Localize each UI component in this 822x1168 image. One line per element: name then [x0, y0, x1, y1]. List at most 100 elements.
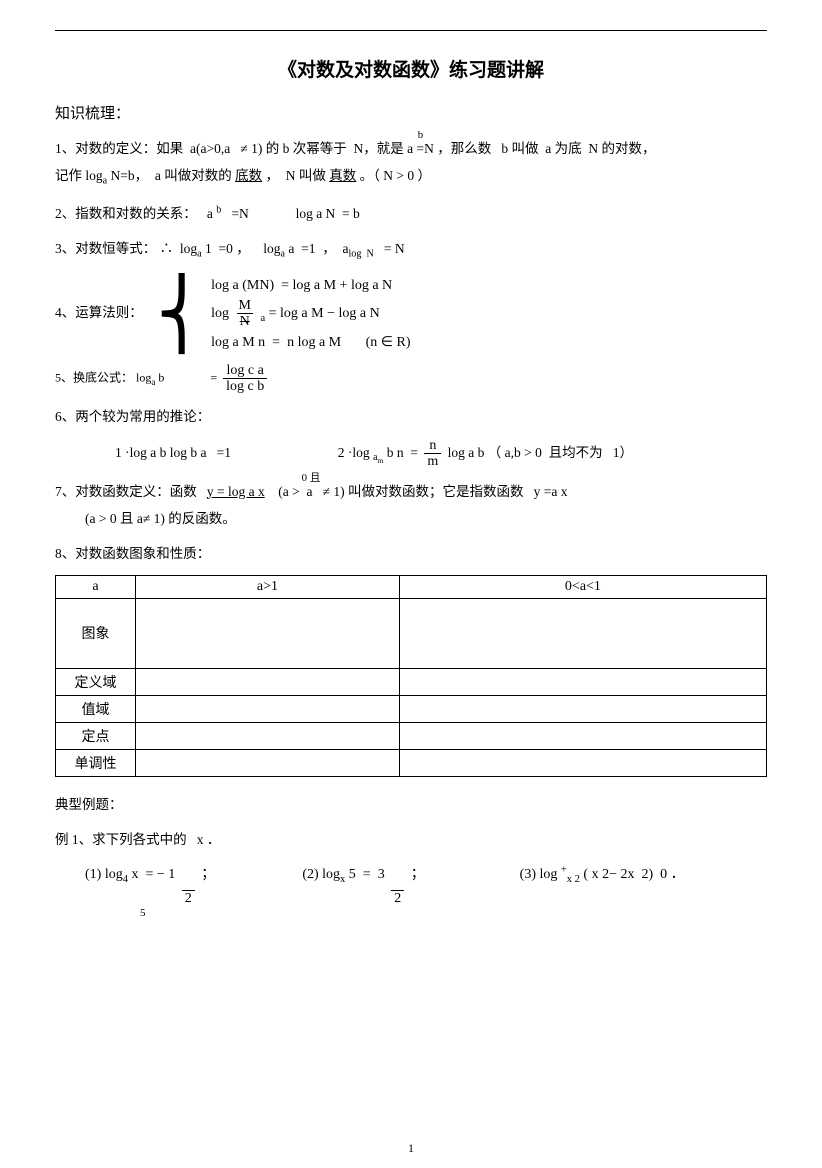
cell-empty [399, 722, 766, 749]
sub-log: log N [349, 249, 374, 260]
overscript: b [418, 125, 423, 147]
frac: 2 [391, 875, 404, 907]
text: b [158, 371, 164, 385]
example-1: (1) log4 x = − 1 2 ； 5 [85, 863, 302, 919]
item-7: 7、对数函数定义：函数 y = log a x (a 0 且 > a ≠ 1) … [55, 478, 767, 532]
sub: a [103, 176, 108, 187]
text: 1) 叫做对数函数；它是指数函数 y =a x [333, 484, 567, 499]
corollary-2a: 2 ·log [338, 445, 370, 460]
num: log c a [224, 363, 267, 378]
page-number: 1 [0, 1141, 822, 1156]
cell-empty [136, 722, 400, 749]
left-brace-icon: ⎨ [156, 287, 207, 341]
sub: am [373, 452, 383, 463]
item-4: 4、运算法则： ⎨ log a (MN) = log a M + log a N… [55, 273, 767, 355]
rule-1: log a (MN) = log a M + log a N [211, 273, 410, 298]
top: 0 且 [302, 468, 321, 490]
text: x = − 1 [131, 867, 175, 882]
n-over-m: n m [424, 438, 441, 470]
text: ， N 叫做 [266, 168, 326, 183]
cell-empty [399, 668, 766, 695]
rules-lines: log a (MN) = log a M + log a N log M N a… [211, 273, 410, 355]
rules-block: ⎨ log a (MN) = log a M + log a N log M N… [156, 273, 410, 355]
table-row: 值域 [56, 695, 767, 722]
item-6-sub: 1 ·log a b log b a =1 2 ·log am b n = n … [55, 438, 767, 470]
page: 《对数及对数函数》练习题讲解 知识梳理： 1、对数的定义：如果 a(a>0,a … [0, 0, 822, 1168]
subscript-5: 5 [85, 907, 302, 919]
label: 5、换底公式： log [55, 371, 151, 385]
frac-m-over-n: M N [236, 298, 254, 330]
th-a: a [56, 575, 136, 598]
sub: x 2 [567, 873, 580, 884]
text: = log a M − log a N [269, 306, 380, 321]
num [393, 875, 403, 890]
num: M [236, 298, 254, 313]
rule-2: log M N a = log a M − log a N [211, 298, 410, 330]
text: 6、两个较为常用的推论： [55, 409, 210, 424]
a-to-b-eq-n: b a =N [407, 135, 434, 162]
sep: ． [671, 867, 685, 882]
row-monotone: 单调性 [56, 749, 136, 776]
table-row: 定义域 [56, 668, 767, 695]
item-5: 5、换底公式： loga b = log c a log c b [55, 363, 767, 395]
text: b n = [387, 445, 418, 460]
item-6: 6、两个较为常用的推论： [55, 403, 767, 430]
line2: (a > 0 且 a≠ 1) 的反函数。 [55, 511, 236, 526]
sep: ； [201, 867, 215, 882]
rule-3: log a M n = n log a M (n ∈ R) [211, 330, 410, 355]
cell-empty [399, 598, 766, 668]
sub: a [281, 249, 286, 260]
cell-empty [399, 695, 766, 722]
text: log [211, 306, 229, 321]
row-range: 值域 [56, 695, 136, 722]
text: 1、对数的定义：如果 a(a>0,a ≠ 1) 的 b 次幂等于 N，就是 [55, 141, 407, 156]
label: 4、运算法则： [55, 305, 143, 320]
examples-row: (1) log4 x = − 1 2 ； 5 (2) logx 5 = 3 2 … [55, 863, 767, 919]
text: =N [225, 206, 249, 221]
examples-heading: 典型例题： [55, 791, 767, 818]
text: log a N = b [296, 206, 360, 221]
row-domain: 定义域 [56, 668, 136, 695]
text: 7、对数函数定义：函数 [55, 484, 207, 499]
sup: b [216, 204, 221, 215]
sub: a [197, 249, 202, 260]
y-eq-log: y = log a x [207, 484, 265, 499]
text: ，那么数 b 叫做 a 为底 N 的对数， [437, 141, 655, 156]
table-row: 定点 [56, 722, 767, 749]
th-alt1: 0<a<1 [399, 575, 766, 598]
cell-empty [136, 598, 400, 668]
item-2: 2、指数和对数的关系： a b =N log a N = b [55, 200, 767, 227]
text: 1 =0 ， log [205, 241, 281, 256]
item-8: 8、对数函数图象和性质： [55, 540, 767, 567]
text: log a b （ a,b > 0 且均不为 1） [448, 445, 633, 460]
text: 3、对数恒等式： ∴ log [55, 241, 197, 256]
text: = N [377, 241, 405, 256]
example-3: (3) log +x 2 ( x 2− 2x 2) 0 ． [520, 863, 737, 919]
table-row: a a>1 0<a<1 [56, 575, 767, 598]
text: ( x 2− 2x 2) 0 [583, 867, 667, 882]
text: 2、指数和对数的关系： a [55, 206, 213, 221]
text: 记作 log [55, 168, 103, 183]
cell-empty [136, 749, 400, 776]
sub: x [340, 873, 345, 884]
num [184, 875, 194, 890]
cell-empty [136, 695, 400, 722]
text: (1) log [85, 867, 123, 882]
item-3: 3、对数恒等式： ∴ loga 1 =0 ， loga a =1 ， alog … [55, 235, 767, 265]
text: (2) log [302, 867, 340, 882]
text: a =1 ， a [288, 241, 348, 256]
properties-table: a a>1 0<a<1 图象 定义域 值域 定点 单调性 [55, 575, 767, 777]
table-row: 图象 [56, 598, 767, 668]
text: (3) log [520, 867, 558, 882]
underline-base: 底数 [235, 168, 262, 183]
den: 2 [391, 890, 404, 906]
num: n [426, 438, 439, 453]
change-base-frac: log c a log c b [223, 363, 267, 395]
cell-empty [136, 668, 400, 695]
text: N=b， a 叫做对数的 [111, 168, 232, 183]
header-rule [55, 30, 767, 31]
text: 5 = 3 [349, 867, 385, 882]
page-title: 《对数及对数函数》练习题讲解 [55, 55, 767, 82]
den: m [424, 453, 441, 469]
frac: 2 [182, 875, 195, 907]
